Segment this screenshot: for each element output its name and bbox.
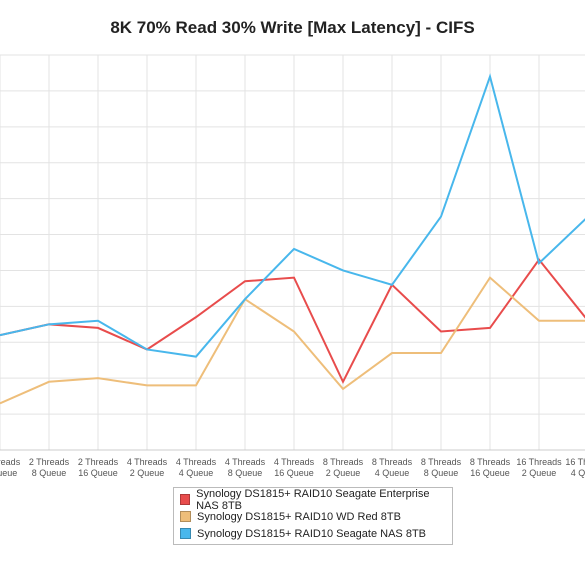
x-tick-label: 4 Threads 4 Queue	[176, 457, 217, 478]
x-tick-label: 2 Threads 16 Queue	[78, 457, 119, 478]
legend-item[interactable]: Synology DS1815+ RAID10 WD Red 8TB	[180, 508, 452, 525]
series-layer	[0, 73, 585, 405]
x-tick-label: 8 Threads 8 Queue	[421, 457, 462, 478]
x-tick-label: 8 Threads 16 Queue	[470, 457, 511, 478]
x-tick-label: 16 Threads 2 Queue	[516, 457, 562, 478]
x-tick-label: 4 Threads 16 Queue	[274, 457, 315, 478]
x-tick-label: 4 Threads 2 Queue	[127, 457, 168, 478]
series-line-1	[0, 258, 585, 385]
legend: Synology DS1815+ RAID10 Seagate Enterpri…	[173, 487, 453, 545]
legend-item[interactable]: Synology DS1815+ RAID10 Seagate NAS 8TB	[180, 525, 452, 542]
x-tick-label: 8 Threads 2 Queue	[323, 457, 364, 478]
legend-swatch	[180, 511, 191, 522]
series-line-3	[0, 73, 585, 358]
legend-item[interactable]: Synology DS1815+ RAID10 Seagate Enterpri…	[180, 488, 452, 512]
legend-swatch	[180, 494, 191, 505]
legend-swatch	[180, 528, 191, 539]
legend-label: Synology DS1815+ RAID10 Seagate NAS 8TB	[197, 527, 426, 540]
chart-title: 8K 70% Read 30% Write [Max Latency] - CI…	[110, 18, 475, 37]
x-tick-label: 8 Threads 4 Queue	[372, 457, 413, 478]
x-tick-label: 4 Threads 8 Queue	[225, 457, 266, 478]
grid-layer	[0, 54, 585, 451]
x-tick-label: 2 Threads 8 Queue	[29, 457, 70, 478]
series-line-2	[0, 276, 585, 405]
legend-label: Synology DS1815+ RAID10 WD Red 8TB	[197, 510, 401, 523]
legend-label: Synology DS1815+ RAID10 Seagate Enterpri…	[196, 487, 430, 512]
